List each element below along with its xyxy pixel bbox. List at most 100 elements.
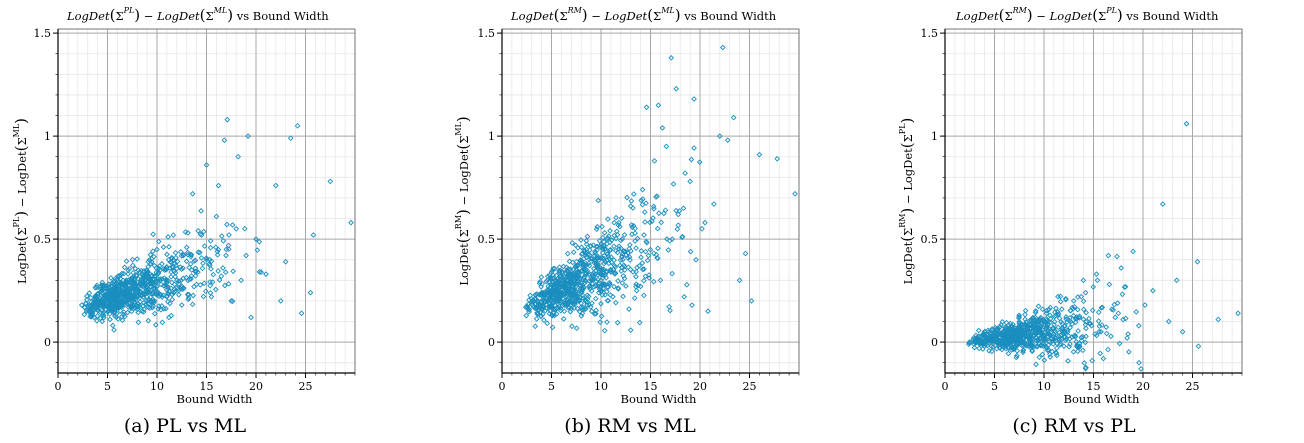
- data-point: [681, 293, 687, 300]
- data-point: [562, 279, 569, 286]
- data-point: [1032, 320, 1038, 327]
- data-point: [601, 327, 608, 334]
- data-point: [104, 295, 111, 302]
- data-point: [593, 310, 599, 317]
- data-point: [607, 292, 614, 298]
- data-point: [1076, 315, 1083, 321]
- data-point: [212, 286, 219, 293]
- data-point: [1100, 355, 1107, 362]
- data-point: [655, 245, 661, 252]
- y-tick-label: 1.5: [478, 27, 496, 40]
- label-part: ): [898, 208, 916, 214]
- data-point: [578, 279, 584, 286]
- data-point: [617, 237, 624, 244]
- data-point: [611, 262, 618, 269]
- data-point: [578, 237, 584, 243]
- data-point: [1035, 317, 1042, 324]
- data-point: [140, 290, 147, 297]
- data-point: [1125, 331, 1131, 337]
- data-point: [582, 252, 589, 258]
- y-tick-label: 1: [44, 130, 51, 143]
- data-point: [611, 271, 618, 277]
- data-point: [81, 311, 88, 318]
- data-point: [195, 227, 202, 234]
- data-point: [238, 277, 244, 284]
- data-point: [683, 281, 690, 288]
- data-point: [1022, 316, 1028, 323]
- data-point: [646, 272, 652, 278]
- data-point: [1006, 337, 1013, 343]
- data-point: [586, 283, 593, 290]
- y-axis-label: LogDet(ΣRM) − LogDet(ΣPL): [898, 118, 916, 285]
- label-part: PL: [1105, 6, 1117, 15]
- data-point: [530, 298, 537, 304]
- data-point: [654, 255, 661, 262]
- data-point: [128, 305, 135, 311]
- data-point: [641, 232, 647, 238]
- data-point: [976, 345, 983, 352]
- data-point: [1046, 306, 1052, 313]
- data-point: [975, 336, 982, 343]
- data-point: [541, 317, 547, 323]
- data-point: [633, 281, 640, 288]
- data-point: [253, 236, 259, 242]
- data-point: [607, 267, 614, 274]
- data-point: [613, 214, 619, 221]
- data-point: [129, 292, 135, 298]
- data-point: [583, 238, 590, 244]
- data-point: [173, 277, 180, 284]
- data-point: [642, 219, 648, 225]
- chart-title: LogDet(ΣPL) − LogDet(ΣML) vs Bound Width: [66, 6, 329, 24]
- data-point: [1041, 335, 1047, 341]
- data-point: [569, 293, 576, 300]
- data-point: [155, 306, 161, 312]
- data-point: [119, 281, 126, 288]
- data-point: [1051, 322, 1057, 328]
- data-point: [560, 263, 567, 270]
- data-point: [618, 215, 625, 222]
- data-point: [1023, 333, 1030, 340]
- data-point: [622, 248, 629, 255]
- data-point: [81, 304, 88, 311]
- data-point: [106, 296, 112, 303]
- data-point: [198, 255, 205, 261]
- data-point: [551, 283, 558, 290]
- data-point: [148, 260, 154, 267]
- data-point: [184, 249, 191, 256]
- data-point: [1055, 336, 1062, 343]
- data-point: [597, 288, 604, 295]
- data-point: [607, 227, 613, 234]
- data-point: [78, 302, 85, 308]
- data-point: [348, 219, 354, 226]
- x-tick-label: 10: [150, 380, 164, 393]
- data-point: [623, 283, 629, 289]
- y-tick-label: 1: [488, 130, 495, 143]
- data-point: [592, 248, 598, 255]
- data-point: [1028, 336, 1034, 343]
- data-point: [543, 278, 550, 285]
- data-point: [90, 305, 97, 312]
- label-part: (: [898, 142, 916, 148]
- label-part: ): [1027, 6, 1033, 24]
- data-point: [162, 266, 169, 272]
- data-point: [1032, 308, 1039, 314]
- data-point: [1061, 328, 1068, 335]
- data-point: [95, 303, 101, 310]
- data-point: [1111, 301, 1118, 308]
- data-point: [1033, 338, 1040, 344]
- data-point: [604, 236, 610, 242]
- data-point: [1114, 253, 1120, 260]
- x-tick-label: 25: [299, 380, 313, 393]
- data-point: [127, 303, 134, 310]
- x-tick-label: 0: [55, 380, 62, 393]
- label-part: LogDet: [15, 151, 29, 194]
- data-point: [659, 125, 666, 131]
- data-point: [198, 208, 204, 214]
- data-point: [568, 271, 575, 277]
- data-point: [225, 242, 232, 249]
- y-tick-label: 0: [488, 336, 495, 349]
- data-point: [153, 269, 160, 276]
- data-point: [134, 256, 141, 262]
- data-point: [1080, 347, 1086, 354]
- data-point: [643, 200, 649, 207]
